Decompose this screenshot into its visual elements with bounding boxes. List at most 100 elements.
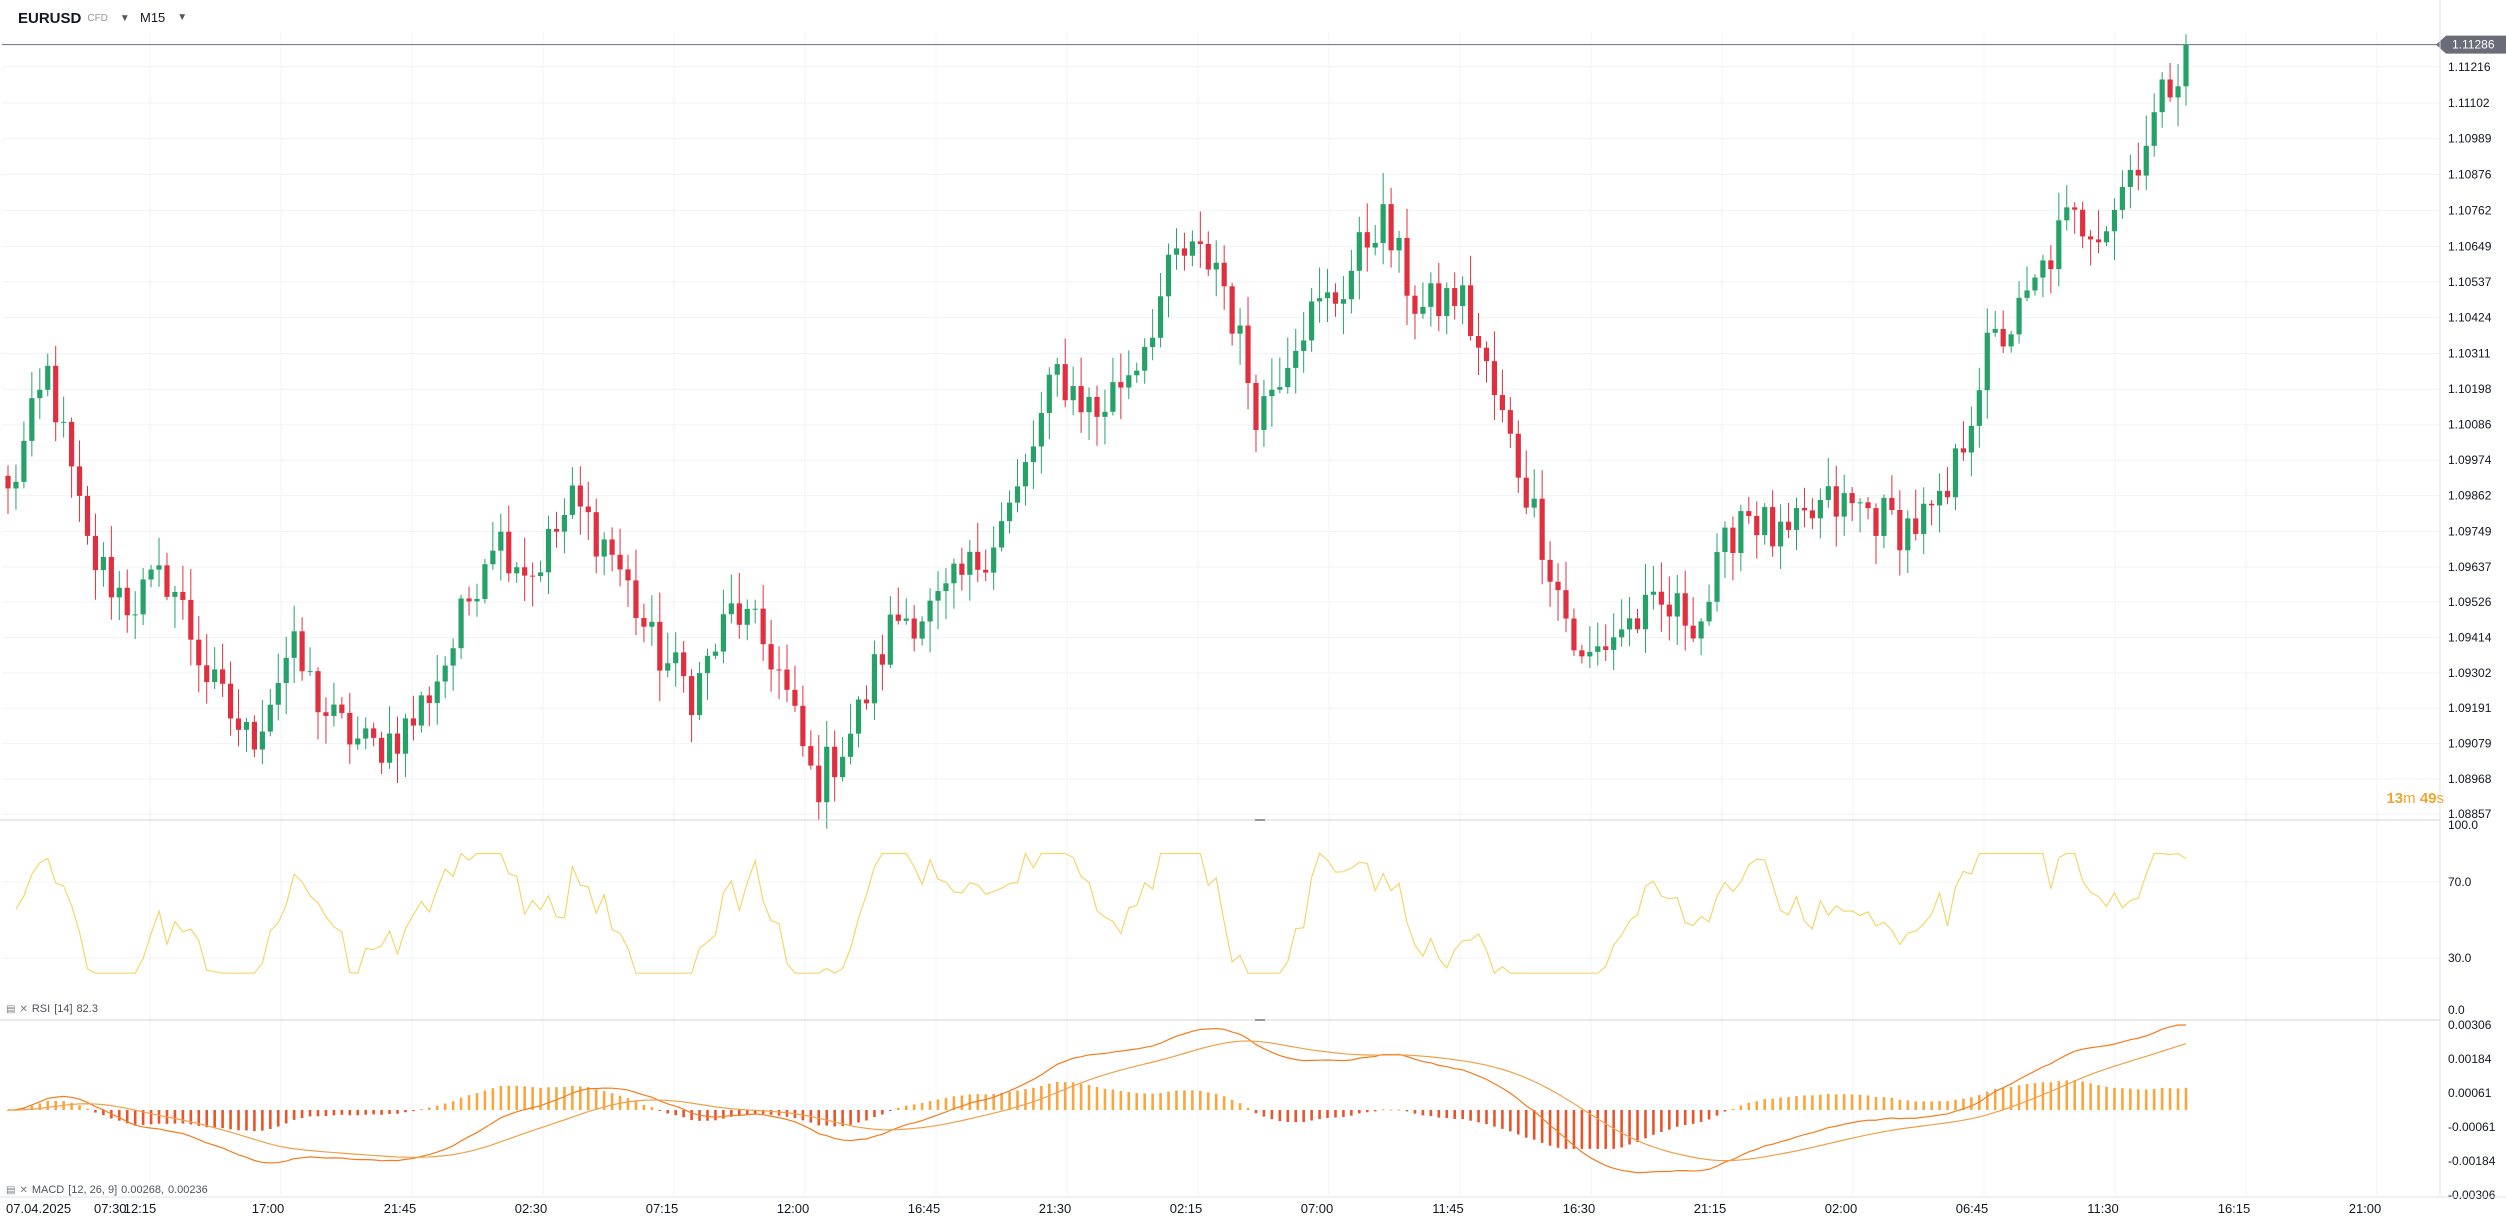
candle-body: [1134, 370, 1140, 376]
macd-histogram-bar: [1405, 1110, 1409, 1112]
candle-body: [935, 591, 941, 601]
candle: [617, 528, 623, 587]
settings-icon[interactable]: ▤: [6, 1003, 16, 1015]
macd-histogram-bar: [730, 1110, 733, 1117]
candle: [553, 511, 560, 548]
candle: [1833, 465, 1839, 547]
macd-legend[interactable]: ▤ ✕ MACD [12, 26, 9] 0.00268, 0.00236: [6, 1184, 208, 1196]
macd-histogram-bar: [2097, 1085, 2100, 1110]
candle: [13, 464, 19, 510]
candle-body: [553, 528, 560, 532]
price-tick-label: 1.10424: [2448, 311, 2492, 325]
candle: [2032, 274, 2038, 296]
candle-body: [609, 539, 615, 555]
macd-histogram-bar: [2081, 1081, 2084, 1110]
macd-signal-line: [7, 1040, 2187, 1162]
candle: [1881, 494, 1887, 549]
candle: [291, 605, 297, 684]
pane-dividers[interactable]: [0, 0, 2506, 1198]
candle-body: [1213, 262, 1219, 270]
candle: [92, 513, 99, 600]
candle: [673, 632, 679, 687]
macd-histogram-bar: [753, 1110, 757, 1114]
candle: [514, 562, 520, 583]
candle: [1293, 328, 1299, 394]
candle-body: [37, 389, 43, 399]
candle: [53, 345, 59, 442]
candle: [331, 682, 337, 727]
candle: [1006, 490, 1013, 534]
macd-histogram-bar: [642, 1104, 646, 1110]
candle: [1364, 203, 1370, 272]
candle-body: [307, 671, 313, 673]
candle-body: [1380, 204, 1386, 243]
time-tick-label: 02:00: [1825, 1201, 1858, 1216]
candle: [696, 662, 703, 721]
candle: [1817, 488, 1823, 539]
candle: [1499, 369, 1505, 423]
macd-histogram-bar: [881, 1110, 884, 1115]
candle-body: [768, 644, 774, 670]
macd-histogram-bar: [1516, 1110, 1520, 1135]
macd-histogram-bar: [1954, 1099, 1957, 1110]
candle: [1340, 276, 1347, 335]
macd-histogram-bar: [1763, 1099, 1767, 1110]
macd-histogram-bar: [706, 1110, 709, 1121]
candle-body: [537, 572, 544, 576]
candle-body: [601, 539, 607, 557]
candle: [649, 595, 655, 646]
macd-tick-label: -0.00184: [2448, 1154, 2496, 1168]
candle: [108, 526, 114, 620]
macd-histogram-bar: [300, 1110, 304, 1119]
candle-body: [259, 731, 265, 750]
macd-histogram-bar: [825, 1110, 829, 1126]
candle-body: [1094, 396, 1100, 417]
candle: [561, 498, 568, 554]
candle-body: [2024, 290, 2030, 298]
candle: [903, 598, 909, 625]
time-tick-label: 07:00: [1301, 1201, 1334, 1216]
macd-histogram-bar: [2073, 1080, 2077, 1110]
candle-body: [2040, 260, 2046, 278]
candle-body: [1650, 591, 1657, 595]
candle-body: [1340, 299, 1347, 304]
macd-histogram-bar: [1556, 1110, 1560, 1148]
macd-histogram-bar: [54, 1100, 57, 1110]
candle: [1014, 459, 1021, 513]
candle-body: [760, 608, 766, 645]
candle-body: [1960, 448, 1967, 453]
candle-body: [2095, 239, 2102, 243]
macd-histogram-bar: [1691, 1110, 1695, 1124]
candle: [2016, 281, 2022, 344]
close-icon[interactable]: ✕: [19, 1003, 28, 1015]
candle: [29, 371, 35, 457]
candle-body: [784, 669, 790, 690]
macd-histogram-bar: [571, 1085, 574, 1110]
candle-body: [275, 683, 281, 705]
timeframe-selector[interactable]: M15 ▼: [140, 10, 187, 25]
settings-icon[interactable]: ▤: [6, 1184, 16, 1196]
candle-body: [514, 567, 520, 574]
symbol-selector[interactable]: EURUSD CFD ▼: [18, 10, 130, 27]
candle-body: [712, 651, 719, 656]
macd-histogram-bar: [1683, 1110, 1687, 1126]
candle-body: [736, 603, 742, 625]
candle: [243, 717, 250, 753]
candle: [227, 661, 234, 736]
candle: [2159, 72, 2165, 128]
candle-body: [895, 614, 901, 621]
time-tick-label: 02:30: [515, 1201, 548, 1216]
candle-body: [625, 569, 631, 581]
candle: [1770, 490, 1776, 557]
macd-histogram-bar: [1477, 1110, 1480, 1123]
candle: [991, 526, 997, 590]
close-icon[interactable]: ✕: [19, 1184, 28, 1196]
candle-body: [728, 603, 734, 615]
candle: [363, 717, 369, 750]
macd-histogram-bar: [2184, 1087, 2188, 1110]
candle-body: [339, 704, 345, 713]
candle: [601, 532, 607, 576]
candle-body: [2143, 145, 2149, 176]
rsi-legend[interactable]: ▤ ✕ RSI [14] 82.3: [6, 1003, 98, 1015]
